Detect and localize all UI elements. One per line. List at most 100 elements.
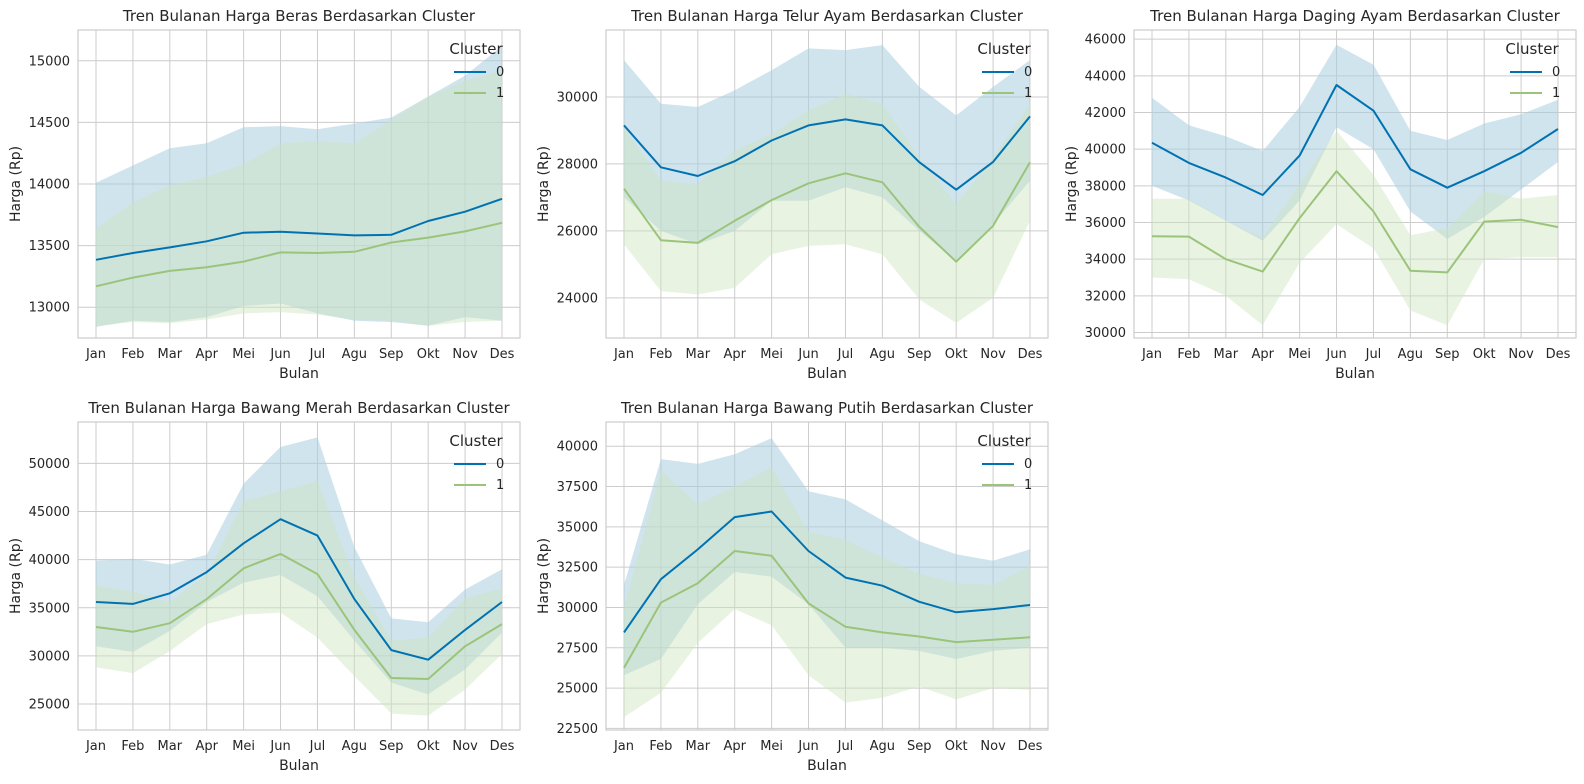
confidence-band-series-0 (96, 437, 502, 695)
legend-label-1: 1 (1552, 86, 1560, 101)
legend-label-1: 1 (496, 86, 504, 101)
subplot-4: Jan Feb Mar Apr Mei Jun Jul Agu Sep Okt Nov Des 2500… (8, 399, 521, 774)
y-tick-label: 46000 (1085, 33, 1126, 48)
confidence-band-series-1 (624, 467, 1030, 718)
confidence-band-series-0 (624, 438, 1030, 676)
x-tick-label: Jan (613, 347, 634, 362)
x-tick-label: Jan (1141, 347, 1162, 362)
chart-title: Tren Bulanan Harga Beras Berdasarkan Clu… (122, 7, 476, 25)
subplot-1: Jan Feb Mar Apr Mei Jun Jul Agu Sep Okt Nov Des 1300… (8, 7, 521, 382)
x-tick-label: Jun (797, 739, 818, 754)
x-tick-label: Mar (158, 739, 183, 754)
x-tick-label: Apr (195, 347, 218, 362)
y-tick-label: 44000 (1085, 69, 1126, 84)
series-line-0 (623, 510, 1031, 633)
series-line-0 (1151, 84, 1559, 196)
x-tick-label: Agu (342, 739, 367, 754)
y-tick-label: 40000 (1085, 143, 1126, 158)
legend: Cluster 0 1 (449, 432, 504, 493)
plot-frame (605, 421, 1049, 731)
x-tick-label: Jul (309, 347, 326, 362)
x-tick-label: Nov (1508, 347, 1534, 362)
y-axis-label: Harga (Rp) (1064, 146, 1080, 222)
x-tick-label: Jul (1365, 347, 1382, 362)
series-line-0 (95, 518, 503, 661)
x-tick-label: Sep (907, 347, 932, 362)
x-tick-label: Agu (1398, 347, 1423, 362)
x-tick-label: Mei (232, 739, 255, 754)
chart-title: Tren Bulanan Harga Telur Ayam Berdasarka… (630, 7, 1024, 25)
y-axis-label: Harga (Rp) (8, 146, 24, 222)
legend-label-1: 1 (1024, 478, 1032, 493)
y-tick-label: 42000 (1085, 106, 1126, 121)
y-tick-label: 35000 (557, 520, 598, 535)
confidence-band-series-1 (96, 70, 502, 326)
y-tick-label: 13500 (29, 239, 70, 254)
chart-title: Tren Bulanan Harga Bawang Putih Berdasar… (620, 399, 1034, 417)
confidence-band-series-0 (624, 45, 1030, 261)
legend-title: Cluster (449, 40, 503, 58)
x-tick-label: Jan (613, 739, 634, 754)
x-tick-label: Jul (837, 739, 854, 754)
y-tick-label: 30000 (557, 90, 598, 105)
y-tick-label: 40000 (29, 553, 70, 568)
x-tick-label: Agu (342, 347, 367, 362)
y-axis-label: Harga (Rp) (8, 538, 24, 614)
x-tick-label: Mar (686, 739, 711, 754)
y-axis-label: Harga (Rp) (536, 538, 552, 614)
chart-title: Tren Bulanan Harga Bawang Merah Berdasar… (87, 399, 510, 417)
series-line-0 (623, 115, 1031, 191)
x-tick-label: Nov (452, 347, 478, 362)
x-tick-label: Mar (158, 347, 183, 362)
x-tick-label: Jun (269, 739, 290, 754)
legend: Cluster 0 1 (977, 40, 1032, 101)
plot-frame (77, 29, 521, 339)
x-tick-label: Sep (1435, 347, 1460, 362)
y-tick-label: 27500 (557, 641, 598, 656)
x-axis-label: Bulan (279, 366, 319, 382)
plot-frame (77, 421, 521, 731)
y-tick-label: 30000 (1085, 326, 1126, 341)
x-tick-label: Feb (1177, 347, 1200, 362)
legend-label-1: 1 (496, 478, 504, 493)
x-tick-label: Feb (121, 739, 144, 754)
x-tick-label: Nov (980, 347, 1006, 362)
x-tick-label: Jan (85, 739, 106, 754)
legend-label-0: 0 (1552, 65, 1560, 80)
legend-label-0: 0 (1024, 457, 1032, 472)
x-tick-label: Mar (1214, 347, 1239, 362)
x-tick-label: Nov (980, 739, 1006, 754)
series-line-1 (623, 550, 1031, 669)
y-tick-label: 32500 (557, 561, 598, 576)
y-tick-label: 34000 (1085, 253, 1126, 268)
y-tick-label: 13000 (29, 301, 70, 316)
x-tick-label: Des (490, 739, 515, 754)
x-tick-label: Des (1018, 347, 1043, 362)
legend-title: Cluster (977, 432, 1031, 450)
y-tick-label: 50000 (29, 457, 70, 472)
x-tick-label: Sep (907, 739, 932, 754)
x-tick-label: Nov (452, 739, 478, 754)
legend-title: Cluster (1505, 40, 1559, 58)
x-tick-label: Okt (945, 739, 968, 754)
x-axis-label: Bulan (279, 758, 319, 774)
x-tick-label: Mar (686, 347, 711, 362)
y-tick-label: 35000 (29, 601, 70, 616)
legend-label-0: 0 (496, 457, 504, 472)
plot-frame (605, 29, 1049, 339)
y-tick-label: 38000 (1085, 179, 1126, 194)
x-axis-label: Bulan (1335, 366, 1375, 382)
legend-label-0: 0 (496, 65, 504, 80)
x-tick-label: Mei (760, 739, 783, 754)
x-tick-label: Des (1546, 347, 1571, 362)
series-line-0 (95, 197, 503, 261)
legend-label-0: 0 (1024, 65, 1032, 80)
y-tick-label: 30000 (29, 649, 70, 664)
y-axis-label: Harga (Rp) (536, 146, 552, 222)
legend-label-1: 1 (1024, 86, 1032, 101)
x-tick-label: Apr (723, 739, 746, 754)
legend: Cluster 0 1 (977, 432, 1032, 493)
series-line-1 (1151, 170, 1559, 274)
x-tick-label: Des (490, 347, 515, 362)
